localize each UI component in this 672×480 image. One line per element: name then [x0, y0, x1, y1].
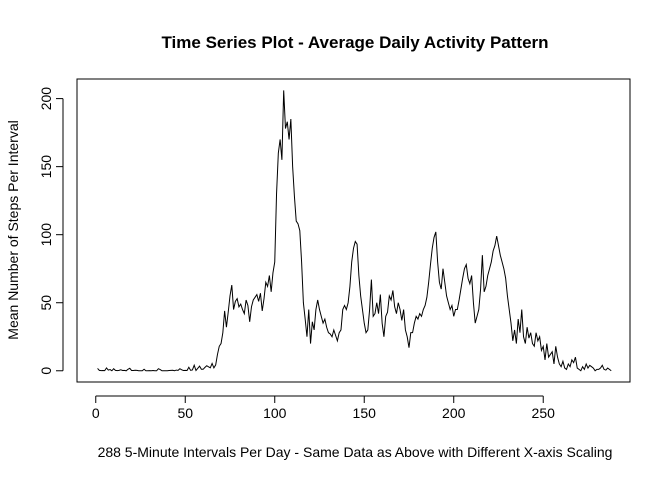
y-tick-label: 100	[38, 223, 54, 247]
x-tick-label: 100	[263, 405, 287, 421]
y-tick-label: 50	[38, 295, 54, 311]
x-tick-label: 50	[177, 405, 193, 421]
x-tick-label: 150	[353, 405, 377, 421]
x-tick-label: 200	[442, 405, 466, 421]
y-tick-label: 150	[38, 155, 54, 179]
y-axis-label: Mean Number of Steps Per Interval	[5, 120, 21, 339]
x-axis-label: 288 5-Minute Intervals Per Day - Same Da…	[98, 444, 613, 460]
series-line	[97, 90, 612, 372]
x-tick-label: 250	[532, 405, 556, 421]
chart-title: Time Series Plot - Average Daily Activit…	[161, 33, 548, 52]
plot-frame	[76, 78, 631, 383]
x-tick-label: 0	[92, 405, 100, 421]
y-tick-label: 0	[38, 367, 54, 375]
y-tick-label: 200	[38, 87, 54, 111]
